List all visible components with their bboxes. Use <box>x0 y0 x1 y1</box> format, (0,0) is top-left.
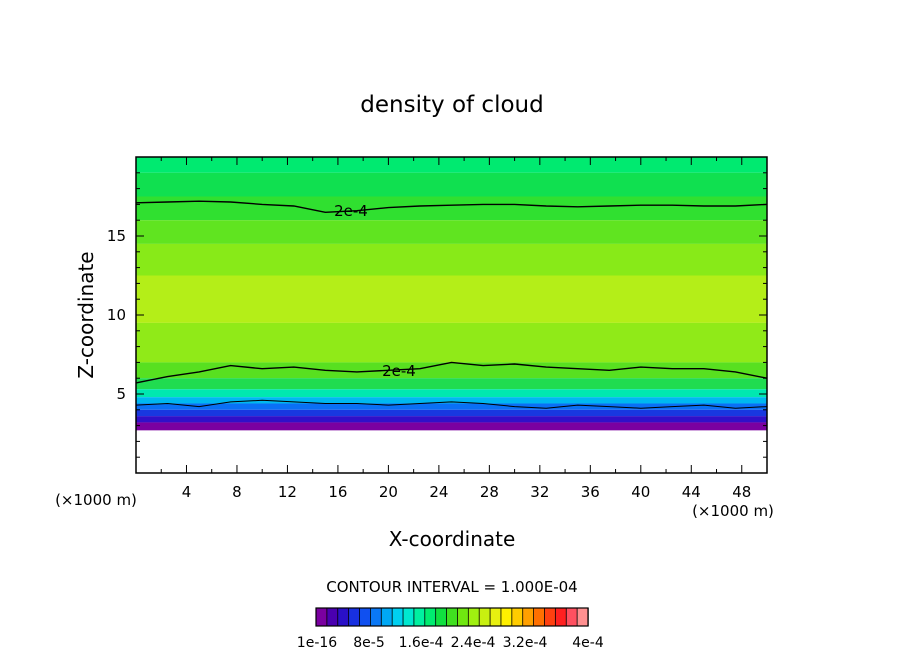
contour-interval-text: CONTOUR INTERVAL = 1.000E-04 <box>326 578 577 596</box>
colorbar-swatch <box>369 607 382 627</box>
x-tick-label: 48 <box>732 483 751 501</box>
colorbar-swatch <box>544 607 557 627</box>
colorbar-swatch <box>511 607 524 627</box>
colorbar-swatch <box>391 607 404 627</box>
colorbar-label: 1e-16 <box>297 635 337 651</box>
density-layer-6 <box>136 322 767 363</box>
density-layer-2 <box>136 196 767 221</box>
colorbar-swatch <box>576 607 589 627</box>
density-layer-13 <box>136 416 767 423</box>
density-layer-4 <box>136 243 767 276</box>
colorbar-swatch <box>326 607 339 627</box>
colorbar-frame <box>315 607 589 627</box>
density-layer-3 <box>136 220 767 244</box>
x-tick-label: 24 <box>429 483 448 501</box>
y-axis-label: Z-coordinate <box>74 251 98 378</box>
x-tick-label: 20 <box>379 483 398 501</box>
contour-line-lower <box>135 361 768 384</box>
colorbar-swatch <box>435 607 448 627</box>
contour-label-lower: 2e-4 <box>382 362 416 380</box>
x-tick-label: 8 <box>232 483 242 501</box>
x-tick-label: 40 <box>631 483 650 501</box>
colorbar-label: 2.4e-4 <box>451 635 496 651</box>
density-layer-0 <box>136 157 767 173</box>
colorbar-swatch <box>315 607 328 627</box>
y-tick-label: 5 <box>116 385 126 403</box>
density-layer-14 <box>136 422 767 431</box>
x-tick-label: 44 <box>682 483 701 501</box>
z-unit-label: (×1000 m) <box>55 491 137 509</box>
colorbar-swatch <box>380 607 393 627</box>
density-layer-12 <box>136 409 767 417</box>
x-tick-label: 28 <box>480 483 499 501</box>
colorbar-swatch <box>467 607 480 627</box>
colorbar-label: 8e-5 <box>353 635 384 651</box>
colorbar <box>315 607 589 627</box>
colorbar-swatch <box>500 607 513 627</box>
colorbar-label: 3.2e-4 <box>503 635 548 651</box>
contour-label-upper: 2e-4 <box>334 202 368 220</box>
chart-title: density of cloud <box>360 92 543 118</box>
colorbar-swatch <box>413 607 426 627</box>
x-tick-label: 12 <box>278 483 297 501</box>
colorbar-labels: 1e-16 8e-5 1.6e-4 2.4e-4 3.2e-4 4e-4 <box>297 635 604 651</box>
colorbar-swatch <box>554 607 567 627</box>
colorbar-swatch <box>337 607 350 627</box>
density-layer-1 <box>136 172 767 197</box>
colorbar-swatch <box>533 607 546 627</box>
x-tick-label: 4 <box>182 483 192 501</box>
density-layer-9 <box>136 389 767 398</box>
colorbar-swatch <box>478 607 491 627</box>
colorbar-swatch <box>522 607 535 627</box>
y-tick-label: 15 <box>107 227 126 245</box>
colorbar-swatch <box>402 607 415 627</box>
contour-line-base <box>135 399 768 409</box>
density-layer-7 <box>136 362 767 379</box>
y-tick-label: 10 <box>107 306 126 324</box>
x-tick-label: 36 <box>581 483 600 501</box>
colorbar-swatch <box>348 607 361 627</box>
colorbar-label: 4e-4 <box>572 635 604 651</box>
plot-area <box>136 157 767 431</box>
colorbar-swatch <box>457 607 470 627</box>
colorbar-swatch <box>489 607 502 627</box>
x-axis-label: X-coordinate <box>389 527 516 551</box>
density-layer-8 <box>136 378 767 390</box>
contour-line-upper <box>135 200 768 214</box>
density-layer-5 <box>136 275 767 323</box>
density-layer-10 <box>136 397 767 404</box>
x-unit-label: (×1000 m) <box>692 502 774 520</box>
colorbar-swatch <box>446 607 459 627</box>
colorbar-label: 1.6e-4 <box>399 635 444 651</box>
colorbar-swatch <box>565 607 578 627</box>
x-tick-label: 16 <box>328 483 347 501</box>
contour-lines <box>135 200 768 409</box>
x-tick-label: 32 <box>530 483 549 501</box>
density-layer-11 <box>136 403 767 410</box>
colorbar-swatch <box>424 607 437 627</box>
colorbar-swatch <box>359 607 372 627</box>
